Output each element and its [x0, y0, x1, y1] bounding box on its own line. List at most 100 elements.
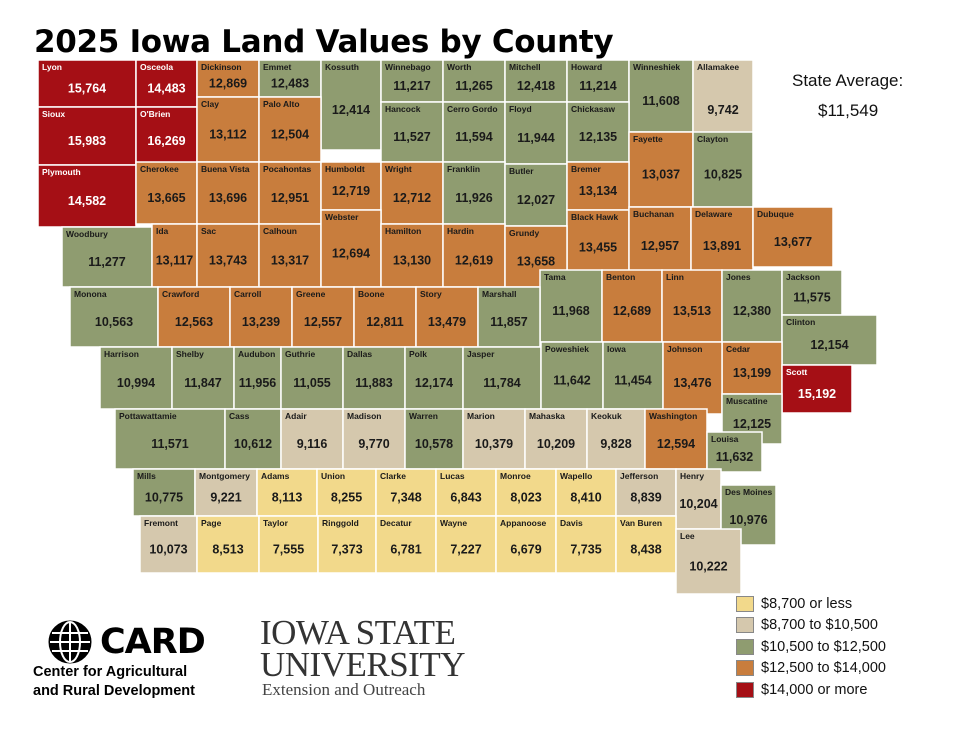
county-davis: Davis 7,735 [555, 515, 617, 574]
county-name: Mahaska [529, 411, 565, 421]
county-shape [628, 131, 694, 208]
legend-item: $14,000 or more [736, 679, 886, 701]
county-value: 12,135 [579, 130, 617, 144]
county-clayton: Clayton 10,825 [692, 131, 754, 208]
county-dubuque: Dubuque 13,677 [752, 206, 834, 268]
county-name: Howard [571, 62, 602, 72]
county-value: 10,209 [537, 437, 575, 451]
county-value: 11,883 [355, 376, 393, 390]
county-jefferson: Jefferson 8,839 [615, 468, 677, 517]
county-clarke: Clarke 7,348 [375, 468, 437, 517]
county-shape [555, 468, 617, 517]
county-value: 11,968 [552, 304, 590, 318]
county-name: Webster [325, 212, 359, 222]
county-shape [135, 161, 198, 225]
county-decatur: Decatur 6,781 [375, 515, 437, 574]
county-name: O'Brien [140, 109, 170, 119]
county-value: 7,227 [450, 543, 481, 557]
county-adams: Adams 8,113 [256, 468, 318, 517]
county-value: 12,694 [332, 247, 370, 261]
county-value: 12,957 [641, 239, 679, 253]
county-value: 11,857 [490, 315, 528, 329]
county-name: Monroe [500, 471, 531, 481]
county-value: 11,214 [579, 79, 617, 93]
county-name: Marshall [482, 289, 517, 299]
county-name: Henry [680, 471, 704, 481]
county-poweshiek: Poweshiek 11,642 [540, 341, 604, 410]
state-average-label: State Average: [792, 71, 904, 90]
county-value: 10,612 [234, 437, 272, 451]
isu-logo-line3: Extension and Outreach [262, 680, 426, 699]
county-value: 12,418 [517, 79, 555, 93]
county-name: Guthrie [285, 349, 315, 359]
county-lucas: Lucas 6,843 [435, 468, 497, 517]
county-value: 15,192 [798, 387, 836, 401]
county-value: 8,438 [630, 543, 661, 557]
county-shape [504, 163, 568, 227]
county-shape [675, 528, 742, 595]
county-webster: Webster 12,694 [320, 209, 382, 288]
county-value: 12,557 [304, 315, 342, 329]
legend: $8,700 or less $8,700 to $10,500 $10,500 t… [736, 593, 886, 701]
county-name: Worth [447, 62, 471, 72]
legend-swatch [736, 638, 754, 655]
county-value: 11,847 [184, 376, 222, 390]
county-name: Decatur [380, 518, 412, 528]
county-shape [540, 341, 604, 410]
county-value: 13,743 [209, 254, 247, 268]
county-name: Washington [649, 411, 697, 421]
county-value: 12,380 [733, 304, 771, 318]
county-name: Dubuque [757, 209, 794, 219]
county-shape [224, 408, 282, 470]
county-name: Taylor [263, 518, 289, 528]
legend-swatch [736, 617, 754, 634]
county-cerro-gordo: Cerro Gordo 11,594 [442, 101, 506, 163]
legend-swatch [736, 660, 754, 677]
county-shape [566, 161, 630, 211]
county-pottawattamie: Pottawattamie 11,571 [114, 408, 226, 470]
county-humboldt: Humboldt 12,719 [320, 161, 382, 211]
county-name: Palo Alto [263, 99, 300, 109]
county-value: 13,479 [428, 315, 466, 329]
county-name: Van Buren [620, 518, 662, 528]
county-clinton: Clinton 12,154 [781, 314, 878, 366]
county-name: Humboldt [325, 164, 365, 174]
county-floyd: Floyd 11,944 [504, 101, 568, 165]
county-value: 12,504 [271, 128, 309, 142]
county-name: Mills [137, 471, 156, 481]
county-value: 13,658 [517, 255, 555, 269]
county-jones: Jones 12,380 [721, 269, 783, 343]
county-name: Clinton [786, 317, 815, 327]
county-name: Fayette [633, 134, 663, 144]
county-name: Emmet [263, 62, 292, 72]
county-shape [151, 223, 198, 288]
county-shape [132, 468, 196, 517]
county-value: 10,204 [679, 497, 717, 511]
county-name: Hancock [385, 104, 421, 114]
county-name: Louisa [711, 434, 739, 444]
legend-label: $8,700 to $10,500 [761, 617, 878, 634]
county-value: 9,742 [707, 103, 738, 117]
county-name: Clay [201, 99, 219, 109]
county-name: Cerro Gordo [447, 104, 498, 114]
county-bremer: Bremer 13,134 [566, 161, 630, 211]
county-cass: Cass 10,612 [224, 408, 282, 470]
county-name: Scott [786, 367, 807, 377]
county-jasper: Jasper 11,784 [462, 346, 542, 410]
county-name: Allamakee [697, 62, 739, 72]
county-name: Pottawattamie [119, 411, 177, 421]
county-warren: Warren 10,578 [404, 408, 464, 470]
county-value: 9,770 [358, 437, 389, 451]
county-name: Polk [409, 349, 427, 359]
state-average-value: $11,549 [818, 101, 879, 120]
county-sioux: Sioux 15,983 [37, 106, 137, 166]
county-name: Tama [544, 272, 566, 282]
county-name: Lee [680, 531, 695, 541]
county-greene: Greene 12,557 [291, 286, 355, 348]
county-name: Delaware [695, 209, 733, 219]
county-value: 12,563 [175, 315, 213, 329]
county-name: Dallas [347, 349, 372, 359]
county-shape [504, 101, 568, 165]
county-shape [194, 468, 258, 517]
county-value: 12,811 [366, 315, 404, 329]
